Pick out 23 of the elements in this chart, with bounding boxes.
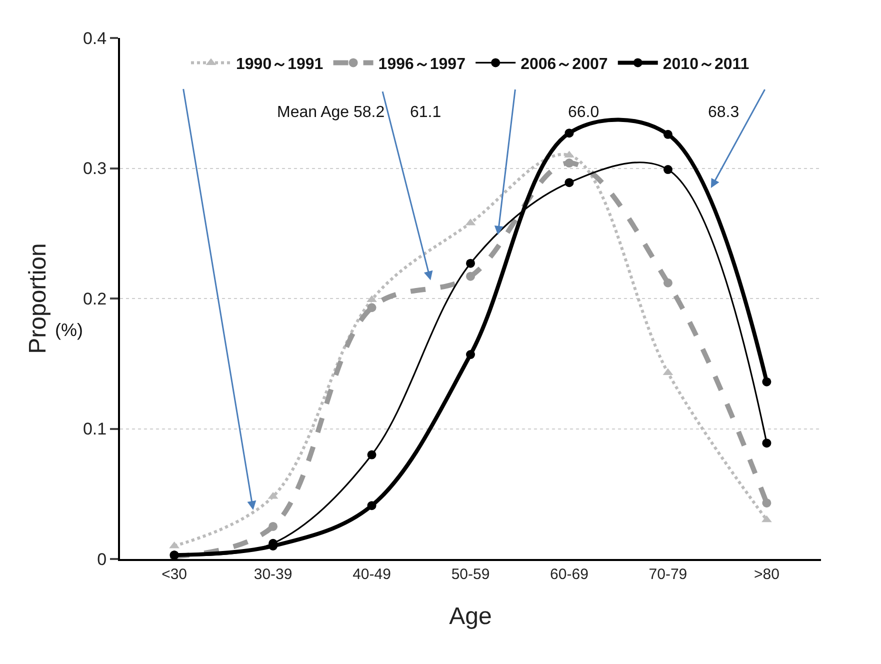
x-tick-label: 60-69 (550, 566, 588, 583)
annotation: 66.0 (568, 104, 600, 121)
annotation: 68.3 (708, 104, 740, 121)
legend-label: 1996～1997 (378, 56, 466, 73)
x-tick-label: <30 (162, 566, 188, 583)
x-tick-label: 40-49 (352, 566, 391, 583)
y-tick-label: 0.2 (82, 289, 107, 308)
y-tick-label: 0.3 (82, 159, 107, 178)
y-axis-title: Proportion (24, 243, 52, 354)
y-tick-label: 0.4 (82, 28, 107, 48)
text: (%) (55, 320, 83, 340)
x-axis-title: Age (449, 602, 492, 630)
x-tick-label: 30-39 (254, 566, 292, 583)
legend-label: 2006～2007 (520, 56, 608, 73)
annotation: Mean Age 58.2 (277, 104, 385, 121)
legend-label: 1990～1991 (236, 56, 324, 73)
x-tick-label: 70-79 (648, 566, 688, 583)
y-tick-label: 0.1 (82, 420, 107, 439)
x-tick-label: 50-59 (451, 566, 490, 583)
annotation: 61.1 (410, 104, 442, 121)
legend-label: 2010～2011 (662, 56, 750, 73)
y-tick-label: 0 (97, 550, 107, 569)
x-tick-label: >80 (754, 566, 780, 583)
